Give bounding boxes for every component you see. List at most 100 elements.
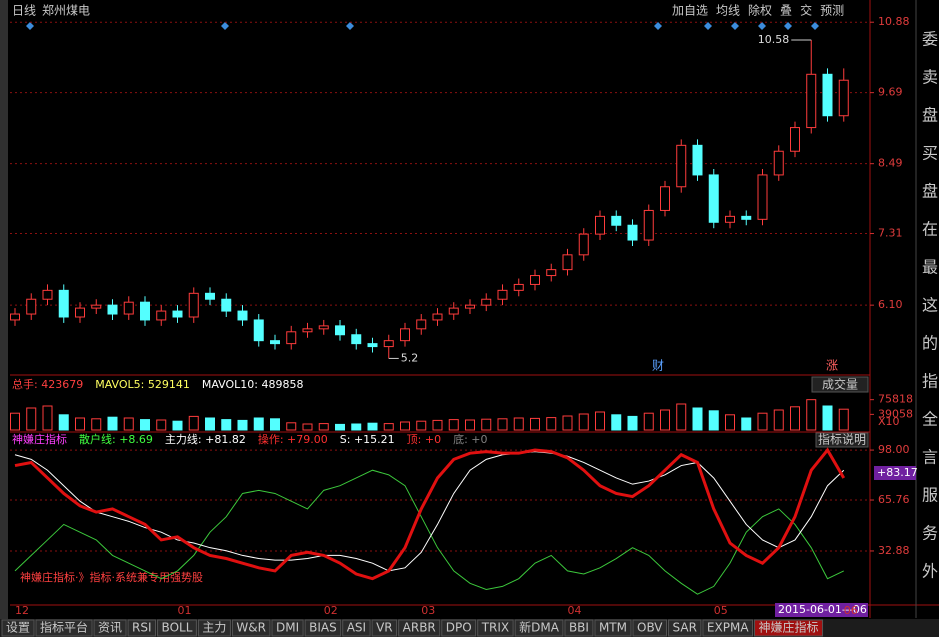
tab-label[interactable]: BOLL [162, 621, 193, 635]
tab-label[interactable]: W&R [236, 621, 266, 635]
tab[interactable] [594, 619, 632, 637]
volume-bar [497, 418, 508, 431]
side-text: 的 [922, 334, 938, 353]
tab[interactable] [197, 619, 231, 637]
candle-body [465, 304, 475, 309]
tab[interactable] [441, 619, 477, 637]
help-button-label[interactable]: 指标说明 [818, 432, 866, 447]
candle-body [91, 304, 102, 309]
volume-bar [188, 415, 199, 431]
tab[interactable] [564, 619, 594, 637]
candle-body [660, 186, 670, 211]
tab-label[interactable]: ASI [347, 621, 366, 635]
tab[interactable] [342, 619, 371, 637]
tab-label[interactable]: BBI [569, 621, 589, 635]
header-button[interactable]: 交 [800, 3, 812, 18]
candle-body [270, 340, 280, 345]
header-button[interactable]: 叠 [780, 4, 792, 18]
tab-label[interactable]: MTM [599, 621, 627, 635]
tab-label[interactable]: VR [376, 621, 393, 635]
tab-label[interactable]: 指标平台 [40, 620, 88, 635]
candle-body [692, 144, 703, 176]
tab[interactable] [702, 619, 754, 637]
tab-label[interactable]: 资讯 [98, 621, 122, 635]
tab[interactable] [632, 619, 668, 637]
candle-body [383, 340, 394, 348]
header-button[interactable]: 均线 [716, 4, 740, 18]
tab[interactable] [371, 619, 398, 637]
help-button[interactable] [815, 432, 869, 448]
candle-body [302, 328, 313, 333]
volume-bar [75, 417, 85, 431]
tab[interactable] [477, 619, 514, 637]
low-annotation: 5.2 [401, 351, 419, 364]
unit-label: X10 [878, 415, 900, 428]
tab-label[interactable]: BIAS [309, 621, 337, 635]
candle-body [757, 174, 768, 220]
tab[interactable] [157, 619, 197, 637]
volume-bar [822, 405, 833, 431]
tab[interactable] [754, 619, 824, 637]
tab-label[interactable]: TRIX [481, 621, 509, 635]
tab[interactable] [271, 619, 304, 637]
tab[interactable] [514, 619, 564, 637]
candle-body [432, 313, 443, 321]
side-text: 卖 [922, 68, 938, 87]
candle-body [513, 283, 524, 291]
volume-bar [42, 405, 53, 431]
legend-entry: 总手: 423679 [12, 377, 83, 391]
tab-label[interactable]: EXPMA [707, 621, 749, 635]
volume-bar [335, 423, 345, 431]
x-tick-label: 02 [324, 604, 338, 617]
header-button[interactable]: 预测 [820, 4, 844, 18]
tab-label[interactable]: ARBR [403, 621, 436, 635]
tab[interactable] [668, 619, 702, 637]
volume-bar [790, 406, 800, 431]
tab[interactable] [1, 619, 35, 637]
y-tick-label: 32.88 [878, 544, 910, 557]
candle-body [58, 289, 69, 318]
volume-bar [172, 420, 183, 431]
side-text: 全 [922, 410, 938, 429]
side-text: 指 [922, 372, 938, 391]
tab[interactable] [127, 619, 157, 637]
tab[interactable] [231, 619, 271, 637]
candle-body [773, 150, 784, 176]
tab-label[interactable]: DPO [446, 621, 472, 635]
volume-bar [465, 419, 475, 431]
tab-label[interactable]: DMI [276, 621, 299, 635]
event-label: 涨 [826, 358, 838, 373]
y-tick-label: 65.76 [878, 493, 910, 506]
tab-label[interactable]: OBV [637, 621, 663, 635]
x-tick-label: 05 [714, 604, 728, 617]
tab[interactable] [398, 619, 441, 637]
volume-bar [302, 423, 313, 431]
tab-label[interactable]: RSI [132, 621, 152, 635]
side-text: 最 [922, 258, 938, 277]
side-text: 在 [922, 220, 938, 239]
side-text: 这 [922, 296, 938, 315]
tab-label[interactable]: 主力 [202, 621, 226, 635]
tab[interactable] [35, 619, 93, 637]
volume-bar [513, 417, 524, 431]
event-markers [26, 22, 819, 30]
tab[interactable] [93, 619, 127, 637]
header-button[interactable]: 除权 [748, 3, 772, 18]
indicator-select-label[interactable]: 成交量 [822, 377, 858, 392]
side-text: 外 [922, 562, 938, 581]
header-button[interactable]: 加自选 [672, 4, 708, 18]
tab-label[interactable]: 设置 [6, 621, 30, 635]
tab[interactable] [304, 619, 342, 637]
tab-label[interactable]: 神嫌庄指标 [759, 620, 819, 635]
tab-label[interactable]: SAR [673, 621, 697, 635]
x-tick-label: 03 [421, 604, 435, 617]
candle-body [156, 310, 167, 321]
indicator-select[interactable] [811, 376, 869, 393]
candle-body [286, 331, 297, 345]
legend-entry: 顶: +0 [407, 433, 441, 446]
volume-bar [676, 403, 687, 431]
tab-label[interactable]: 新DMA [519, 620, 560, 635]
candle-body [221, 298, 232, 312]
current-value-box [874, 466, 916, 480]
